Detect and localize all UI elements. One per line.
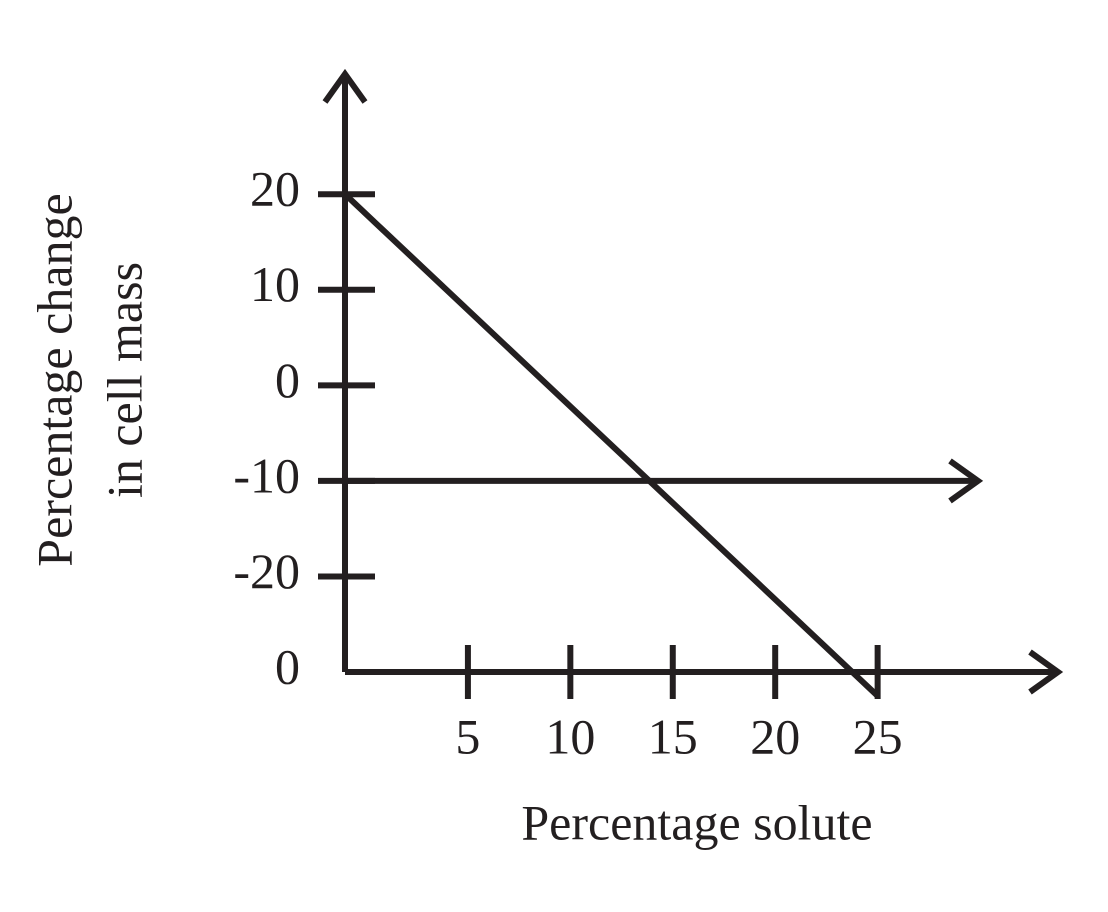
y-tick-label: -10 xyxy=(233,447,300,503)
x-tick-label: 15 xyxy=(648,708,698,764)
y-axis-label: Percentage change in cell mass xyxy=(26,193,152,566)
y-tick-label: 10 xyxy=(250,256,300,312)
x-tick-label: 25 xyxy=(853,708,903,764)
x-tick-label: 10 xyxy=(545,708,595,764)
y-tick-label: 20 xyxy=(250,161,300,217)
y-tick-label: 0 xyxy=(275,638,300,694)
reference-arrow xyxy=(948,458,984,504)
x-axis-arrow xyxy=(1028,649,1064,695)
y-tick-label: 0 xyxy=(275,352,300,408)
x-tick-label: 20 xyxy=(750,708,800,764)
x-tick-label: 5 xyxy=(455,708,480,764)
data-line xyxy=(342,192,880,699)
y-axis-arrow xyxy=(322,68,368,104)
x-axis-label: Percentage solute xyxy=(521,794,872,850)
y-axis-label-line: Percentage change xyxy=(26,193,82,566)
y-axis-label-line: in cell mass xyxy=(96,262,152,498)
y-tick-label: -20 xyxy=(233,543,300,599)
